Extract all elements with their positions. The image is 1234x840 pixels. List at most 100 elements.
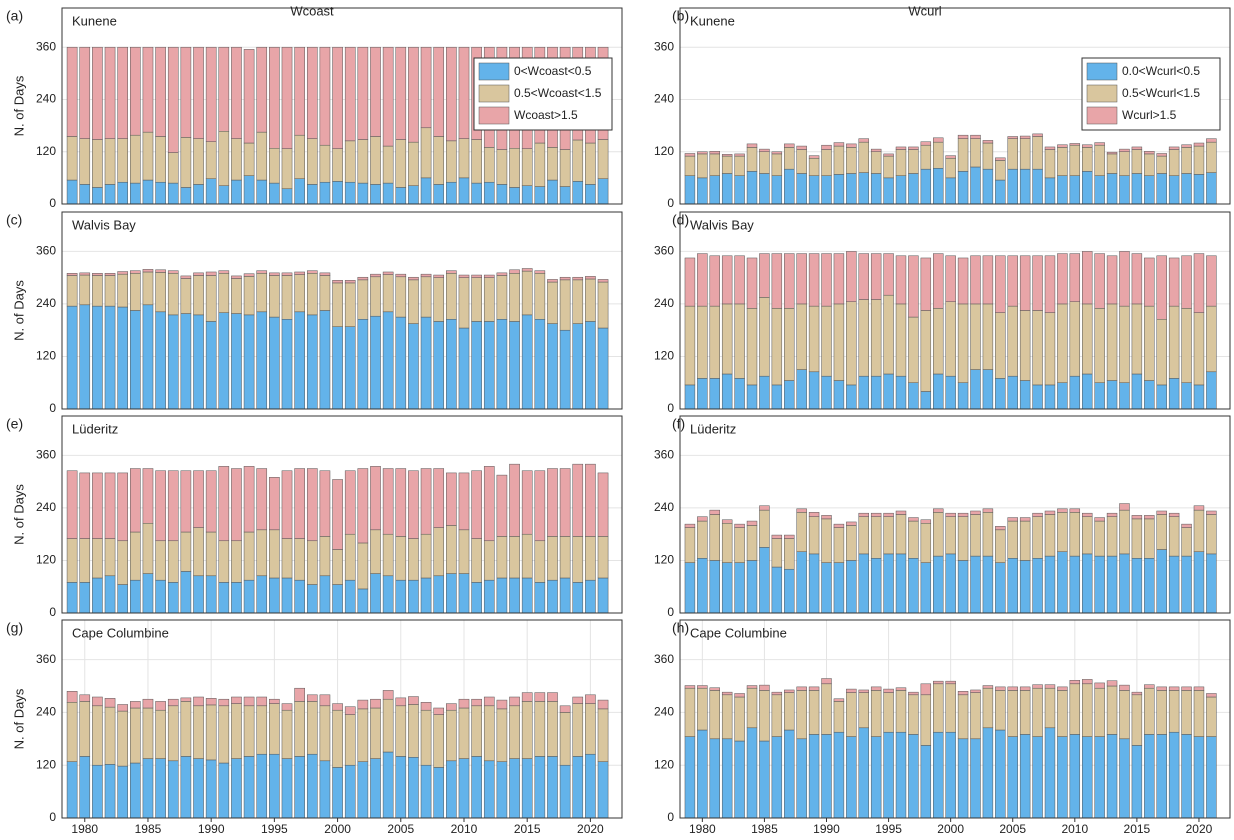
bar-segment [784, 534, 795, 539]
bar-segment [697, 177, 708, 205]
x-tick-label: 2010 [451, 822, 478, 836]
bar-segment [319, 46, 331, 146]
bar-segment [1019, 686, 1031, 691]
bar-segment [231, 46, 242, 139]
bar-segment [1168, 512, 1180, 517]
bar-segment [332, 46, 343, 149]
bar-segment [458, 758, 470, 819]
bar-segment [142, 707, 154, 759]
bar-segment [471, 321, 482, 410]
bar-segment [933, 253, 944, 309]
bar-segment [1119, 690, 1130, 740]
bar-segment [79, 694, 91, 702]
bar-segment [104, 138, 116, 185]
bar-segment [746, 257, 758, 309]
y-tick-label: 120 [36, 349, 56, 363]
bar-segment [721, 738, 733, 819]
bar-segment [433, 527, 445, 577]
bar-segment [709, 509, 720, 515]
bar-segment [256, 575, 268, 614]
bar-segment [370, 315, 381, 410]
bar-segment [243, 531, 255, 581]
bar-segment [218, 185, 230, 205]
bar-segment [408, 470, 419, 539]
bar-segment [933, 680, 944, 685]
bar-segment [92, 705, 103, 766]
axes-frame [61, 415, 623, 614]
bar-segment [721, 691, 733, 696]
bar-segment [1144, 687, 1155, 735]
bar-segment [180, 701, 192, 757]
bar-segment [1131, 745, 1143, 819]
bar-segment [709, 738, 720, 819]
bar-segment [808, 371, 820, 410]
bar-segment [1106, 153, 1118, 174]
bar-segment [734, 255, 745, 305]
y-tick-label: 240 [36, 705, 56, 719]
bar-segment [294, 178, 305, 205]
legend-swatch [1086, 62, 1118, 81]
bar-segment [1131, 149, 1143, 174]
bar-segment [734, 155, 745, 176]
bar-segment [281, 272, 293, 276]
bar-segment [79, 304, 91, 410]
bar-segment [319, 694, 331, 707]
bar-segment [66, 46, 78, 137]
bar-segment [858, 138, 869, 143]
bar-segment [534, 273, 546, 320]
bar-segment [1032, 168, 1043, 205]
bar-segment [559, 279, 571, 331]
bar-segment [79, 701, 91, 757]
bar-segment [746, 143, 758, 148]
bar-segment [734, 696, 745, 742]
bar-segment [833, 253, 845, 305]
panel-label: (f) [672, 416, 685, 432]
bar-segment [1094, 555, 1105, 614]
bar-segment [130, 270, 141, 274]
bar-segment [895, 149, 907, 176]
bar-segment [945, 683, 956, 733]
bar-segment [66, 702, 78, 762]
bar-segment [547, 281, 558, 324]
bar-segment [759, 375, 770, 410]
bar-segment [995, 157, 1006, 161]
bar-segment [231, 278, 242, 314]
y-tick-label: 240 [36, 296, 56, 310]
x-tick-label: 2010 [1061, 822, 1088, 836]
bar-segment [1206, 172, 1217, 205]
bar-segment [547, 579, 558, 614]
bar-segment [104, 538, 116, 577]
bar-segment [1069, 512, 1081, 557]
bar-segment [1019, 690, 1031, 735]
bar-segment [420, 764, 432, 819]
bar-segment [1069, 144, 1081, 176]
bar-segment [945, 301, 956, 377]
bar-segment [483, 466, 495, 542]
bar-segment [1057, 512, 1068, 552]
bar-segment [1094, 520, 1105, 557]
bar-segment [1044, 384, 1056, 410]
bar-segment [395, 276, 407, 318]
bar-segment [796, 551, 807, 614]
bar-segment [547, 179, 558, 205]
bar-segment [808, 253, 820, 307]
bar-segment [808, 686, 820, 691]
bar-segment [759, 740, 770, 819]
bar-segment [920, 523, 932, 563]
bar-segment [1119, 553, 1130, 614]
bar-segment [709, 378, 720, 410]
bar-segment [1193, 505, 1205, 511]
bar-segment [908, 517, 919, 522]
bar-segment [395, 468, 407, 537]
bar-segment [130, 707, 141, 764]
bar-segment [585, 703, 596, 755]
axes-frame [61, 619, 623, 819]
bar-segment [294, 687, 305, 702]
bar-segment [433, 575, 445, 614]
bar-segment [585, 278, 596, 322]
y-tick-label: 360 [654, 244, 674, 258]
bar-segment [1032, 687, 1043, 737]
legend-label: 0.0<Wcurl<0.5 [1122, 64, 1200, 78]
bar-segment [982, 303, 994, 370]
